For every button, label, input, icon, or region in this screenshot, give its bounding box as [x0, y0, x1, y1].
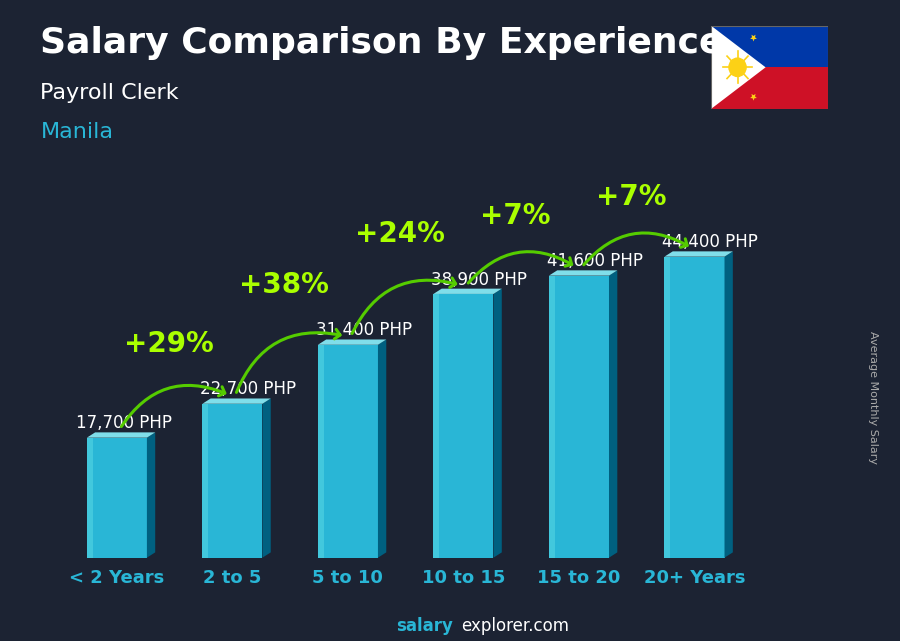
Text: +7%: +7%	[481, 202, 551, 229]
Polygon shape	[434, 294, 493, 558]
Text: +38%: +38%	[239, 271, 329, 299]
Text: 17,700 PHP: 17,700 PHP	[76, 414, 173, 433]
Text: explorer.com: explorer.com	[461, 617, 569, 635]
Polygon shape	[751, 35, 757, 42]
Polygon shape	[86, 438, 147, 558]
Text: Manila: Manila	[40, 122, 113, 142]
Polygon shape	[202, 404, 263, 558]
Polygon shape	[378, 340, 386, 558]
Text: Salary Comparison By Experience: Salary Comparison By Experience	[40, 26, 724, 60]
Polygon shape	[724, 251, 733, 558]
Polygon shape	[549, 276, 555, 558]
Polygon shape	[147, 433, 155, 558]
Polygon shape	[549, 276, 609, 558]
Polygon shape	[609, 271, 617, 558]
Polygon shape	[664, 256, 670, 558]
Polygon shape	[711, 67, 828, 109]
Polygon shape	[751, 94, 757, 101]
Polygon shape	[202, 404, 209, 558]
Polygon shape	[711, 26, 766, 109]
Polygon shape	[86, 433, 155, 438]
Text: salary: salary	[396, 617, 453, 635]
Polygon shape	[434, 288, 502, 294]
Polygon shape	[664, 256, 725, 558]
Text: +24%: +24%	[355, 220, 445, 248]
Polygon shape	[493, 288, 502, 558]
Polygon shape	[202, 399, 271, 404]
Text: +29%: +29%	[124, 330, 213, 358]
Polygon shape	[702, 64, 709, 71]
Polygon shape	[549, 271, 617, 276]
Circle shape	[729, 58, 746, 76]
Polygon shape	[434, 294, 439, 558]
Polygon shape	[711, 26, 828, 67]
Polygon shape	[318, 345, 378, 558]
Text: 31,400 PHP: 31,400 PHP	[316, 322, 411, 340]
Text: 41,600 PHP: 41,600 PHP	[546, 253, 643, 271]
Polygon shape	[318, 340, 386, 345]
Polygon shape	[86, 438, 93, 558]
Polygon shape	[318, 345, 324, 558]
Text: 44,400 PHP: 44,400 PHP	[662, 233, 758, 251]
Text: Payroll Clerk: Payroll Clerk	[40, 83, 179, 103]
Polygon shape	[664, 251, 733, 256]
Text: Average Monthly Salary: Average Monthly Salary	[868, 331, 878, 464]
Polygon shape	[263, 399, 271, 558]
Text: +7%: +7%	[596, 183, 666, 211]
Text: 38,900 PHP: 38,900 PHP	[431, 271, 527, 288]
Text: 22,700 PHP: 22,700 PHP	[200, 381, 296, 399]
